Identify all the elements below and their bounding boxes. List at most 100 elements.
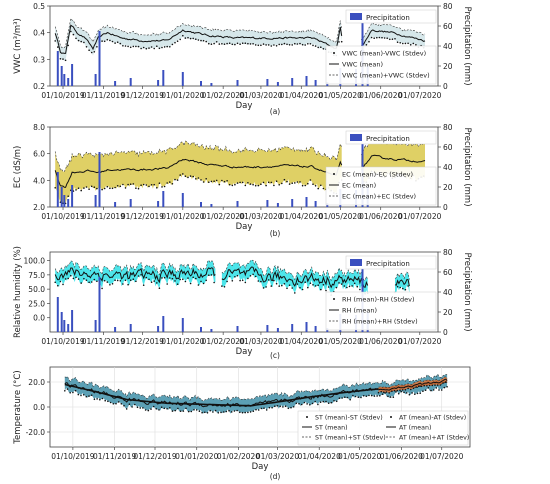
x-tick-label: 01/07/2020	[398, 337, 441, 346]
series-lower-point	[249, 43, 252, 45]
series-lower-point	[200, 179, 202, 181]
st-lower-point	[400, 390, 403, 393]
series-lower-point	[260, 280, 262, 283]
series-lower-point	[96, 46, 98, 48]
series-mean-line	[54, 24, 343, 54]
series-lower-point	[254, 44, 257, 46]
series-lower-point	[296, 43, 299, 45]
series-lower-point	[278, 184, 281, 186]
st-lower-point	[325, 400, 327, 403]
series-lower-point	[296, 181, 299, 183]
y2-axis-label: Precipitation (mm)	[462, 127, 472, 206]
series-lower-point	[93, 186, 96, 188]
series-lower-point	[402, 42, 404, 45]
precipitation-bar	[63, 195, 66, 207]
at-lower-point	[404, 389, 407, 391]
series-lower-point	[179, 278, 181, 281]
series-lower-point	[171, 183, 174, 185]
st-lower-point	[338, 397, 341, 400]
series-lower-point	[241, 279, 244, 282]
at-lower-point	[434, 384, 436, 386]
st-lower-point	[268, 406, 271, 409]
st-lower-point	[276, 405, 279, 407]
precipitation-bar	[63, 320, 66, 332]
x-tick-label: 01/03/2020	[239, 91, 282, 100]
series-lower-point	[265, 286, 267, 288]
st-lower-point	[193, 409, 195, 411]
series-lower-point	[273, 279, 275, 282]
series-lower-point	[101, 188, 103, 191]
series-lower-point	[286, 287, 288, 290]
precipitation-bar	[210, 204, 213, 207]
series-lower-point	[132, 278, 135, 281]
st-lower-point	[249, 411, 252, 413]
x-tick-label: 01/06/2020	[359, 212, 402, 221]
st-lower-point	[144, 409, 147, 411]
st-lower-point	[438, 389, 440, 391]
st-lower-point	[236, 409, 238, 412]
x-tick-label: 01/03/2020	[239, 337, 282, 346]
series-lower-point	[64, 278, 67, 280]
series-lower-point	[197, 177, 200, 179]
chart-panel-1: 0.2 0.3 0.4 0.5 01/10/201901/11/201901/12/20…	[13, 2, 472, 116]
series-lower-point	[412, 42, 415, 45]
series-lower-point	[182, 278, 184, 281]
at-lower-point	[401, 389, 404, 391]
series-lower-point	[265, 184, 267, 187]
y2-tick-label: 0	[443, 328, 448, 337]
series-lower-point	[116, 185, 119, 187]
series-lower-point	[83, 41, 85, 44]
st-lower-point	[365, 395, 368, 398]
x-tick-label: 01/05/2020	[319, 337, 362, 346]
st-lower-point	[414, 393, 416, 396]
series-lower-point	[192, 175, 194, 178]
x-tick-label: 01/01/2020	[161, 337, 204, 346]
legend-dot	[333, 52, 335, 54]
x-tick-label: 01/05/2020	[319, 212, 362, 221]
series-lower-point	[288, 183, 291, 185]
series-lower-point	[312, 284, 314, 286]
x-tick-label: 01/10/2019	[41, 212, 84, 221]
series-lower-point	[145, 184, 148, 186]
st-lower-point	[405, 392, 408, 394]
series-lower-point	[386, 37, 389, 39]
series-lower-point	[312, 44, 314, 47]
precipitation-bar	[56, 51, 59, 86]
series-lower-point	[376, 36, 378, 39]
series-lower-point	[208, 181, 210, 183]
legend-dot	[333, 173, 335, 175]
st-lower-point	[166, 408, 168, 410]
series-lower-point	[145, 276, 148, 279]
series-lower-point	[218, 43, 221, 45]
series-lower-point	[135, 45, 137, 48]
precipitation-bar	[94, 320, 97, 332]
st-lower-point	[427, 387, 430, 389]
series-lower-point	[281, 284, 283, 287]
series-lower-point	[304, 44, 307, 46]
st-lower-point	[263, 407, 265, 410]
series-lower-point	[383, 37, 386, 39]
series-lower-point	[317, 187, 320, 190]
series-lower-point	[338, 282, 340, 284]
series-lower-point	[116, 41, 119, 43]
series-lower-point	[85, 186, 88, 188]
y-tick-label: 20.0	[28, 378, 45, 387]
series-lower-point	[270, 285, 273, 287]
st-lower-point	[311, 402, 314, 405]
y-tick-label: 2.0	[33, 203, 45, 212]
st-lower-point	[349, 398, 352, 401]
st-lower-point	[222, 411, 225, 413]
y2-tick-label: 20	[443, 308, 453, 317]
series-lower-point	[394, 38, 396, 40]
series-lower-point	[213, 42, 215, 45]
series-lower-point	[273, 184, 275, 187]
series-lower-point	[111, 187, 114, 190]
series-lower-point	[119, 185, 122, 188]
st-lower-point	[139, 407, 141, 409]
series-lower-point	[62, 58, 64, 60]
series-lower-point	[218, 183, 221, 186]
series-lower-point	[241, 181, 244, 184]
y-tick-label: 25.0	[28, 299, 45, 308]
precipitation-bar	[266, 200, 269, 207]
st-lower-point	[430, 389, 432, 392]
